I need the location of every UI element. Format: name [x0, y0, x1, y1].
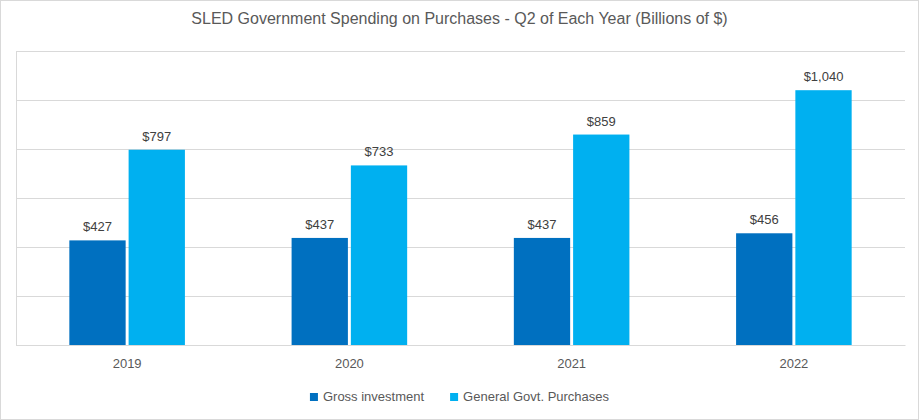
x-tick: 2022	[779, 345, 808, 371]
x-axis: 2019 2020 2021 2022	[17, 345, 906, 371]
data-label: $797	[142, 129, 171, 144]
chart: SLED Government Spending on Purchases - …	[0, 0, 919, 420]
x-tick-label: 2020	[335, 356, 364, 371]
y-tick	[16, 51, 905, 52]
bars	[69, 90, 851, 345]
data-label: $437	[528, 217, 557, 232]
y-tick	[16, 345, 905, 346]
bar	[69, 240, 125, 345]
data-label: $427	[83, 219, 112, 234]
data-label: $437	[305, 217, 334, 232]
bar	[351, 165, 407, 345]
bar	[292, 238, 348, 345]
background	[1, 1, 919, 420]
x-tick-label: 2021	[557, 356, 586, 371]
title: SLED Government Spending on Purchases - …	[191, 10, 727, 27]
data-label: $733	[365, 144, 394, 159]
y-tick	[16, 100, 905, 101]
bar	[736, 233, 792, 345]
x-tick: 2020	[335, 345, 364, 371]
legend-label: General Govt. Purchases	[463, 389, 609, 404]
legend-item: General Govt. Purchases	[450, 389, 609, 404]
grid-line	[16, 100, 905, 101]
bar	[514, 238, 570, 345]
bar	[795, 90, 851, 345]
plot: 2019 2020 2021 2022 $427 $437 $437 $456 $797 $733…	[16, 52, 906, 372]
data-labels: $427 $437 $437 $456 $797 $733 $859 $1,040	[83, 69, 843, 234]
y-axis	[16, 52, 905, 346]
data-label: $859	[587, 114, 616, 129]
legend: Gross investment General Govt. Purchases	[310, 389, 610, 404]
data-label: $456	[750, 212, 779, 227]
x-tick: 2019	[113, 345, 142, 371]
data-label: $1,040	[804, 69, 844, 84]
bar	[129, 150, 185, 345]
x-tick: 2021	[557, 345, 586, 371]
legend-swatch	[450, 393, 458, 401]
x-tick-label: 2019	[113, 356, 142, 371]
legend-label: Gross investment	[323, 389, 425, 404]
grid-line	[16, 345, 905, 346]
x-tick-label: 2022	[779, 356, 808, 371]
bar	[573, 135, 629, 345]
x-axis-line	[17, 345, 906, 346]
legend-item: Gross investment	[310, 389, 425, 404]
grid-line	[16, 51, 905, 52]
legend-swatch	[310, 393, 318, 401]
